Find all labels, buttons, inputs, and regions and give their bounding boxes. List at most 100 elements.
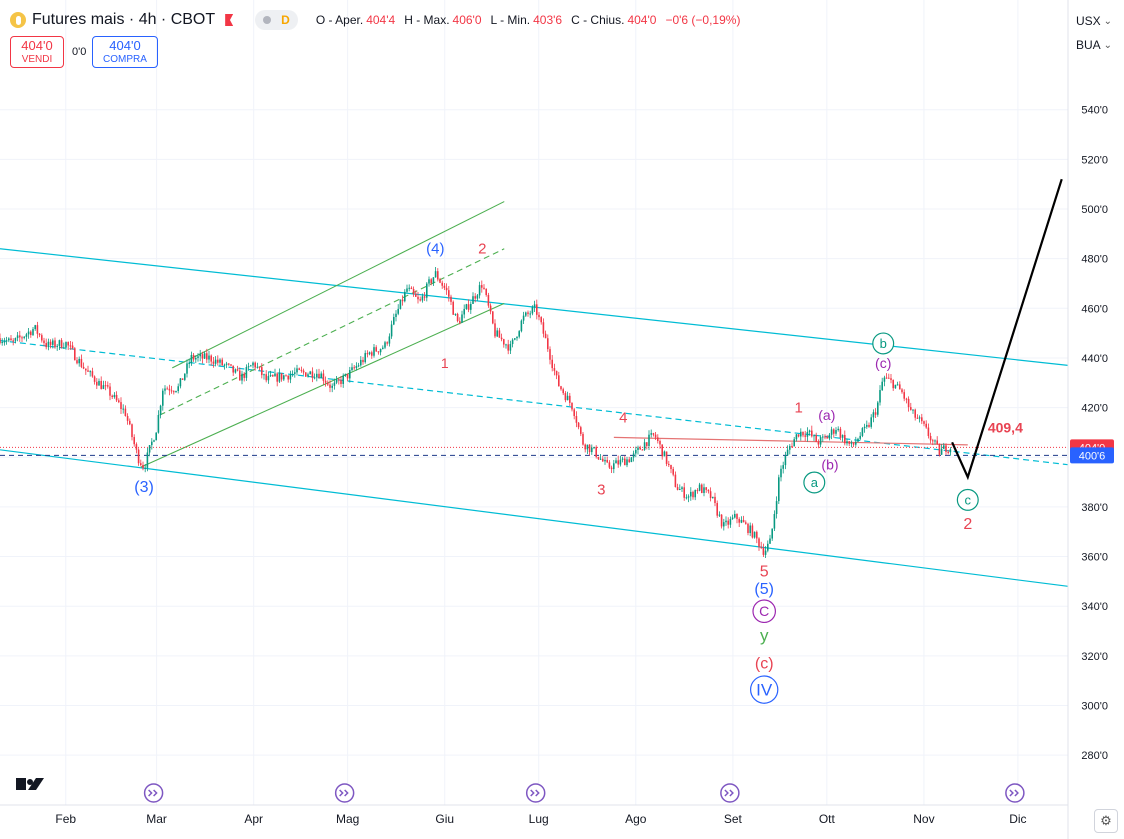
candle <box>943 442 945 450</box>
candle-body <box>122 408 124 410</box>
candle-body <box>437 271 439 280</box>
candle-body <box>157 414 160 433</box>
settings-gear-icon[interactable]: ⚙ <box>1094 809 1118 833</box>
candle-body <box>916 417 919 419</box>
sell-price: 404'0 <box>21 38 53 53</box>
candle-body <box>760 546 762 548</box>
candle-body <box>738 519 740 523</box>
chevron-down-icon: ⌄ <box>1103 39 1112 51</box>
candle-body <box>124 408 127 416</box>
y-tick-label: 480'0 <box>1081 254 1108 266</box>
open-label: O - Aper. <box>315 13 364 27</box>
candle-body <box>679 489 681 491</box>
candle <box>386 341 388 346</box>
candle-body <box>533 304 536 308</box>
candle <box>929 432 932 444</box>
candle <box>489 303 492 315</box>
candle <box>208 350 210 364</box>
candle-body <box>621 458 624 460</box>
candle-body <box>846 441 848 444</box>
candle-body <box>929 435 932 441</box>
candle <box>428 276 430 287</box>
wave-label: 1 <box>794 400 802 417</box>
symbol-title[interactable]: Futures mais · 4h · CBOT <box>32 11 216 28</box>
candle <box>811 425 813 438</box>
x-tick-label: Nov <box>913 812 934 826</box>
candle-body <box>487 294 490 306</box>
candle <box>448 286 450 302</box>
candle <box>151 438 153 450</box>
candle <box>850 440 853 448</box>
event-circle <box>334 783 355 803</box>
candle-body <box>859 435 861 439</box>
close-value: 404'0 <box>627 13 657 27</box>
candle <box>195 355 197 364</box>
candle <box>353 364 355 370</box>
event-circle <box>525 783 546 803</box>
event-marker-icon[interactable] <box>334 783 355 803</box>
currency-select[interactable]: USX ⌄ <box>1072 10 1116 32</box>
candle <box>764 546 767 558</box>
candle-body <box>896 384 899 386</box>
candle-body <box>278 373 281 382</box>
event-circle <box>720 783 740 803</box>
data-status-pill[interactable]: D <box>255 10 298 30</box>
wave-label: (3) <box>134 479 154 496</box>
candle <box>252 361 254 369</box>
candle <box>503 338 505 348</box>
candle <box>652 432 655 437</box>
sell-button[interactable]: 404'0 VENDI <box>10 36 64 68</box>
event-markers[interactable] <box>143 783 1025 803</box>
candle <box>487 292 490 308</box>
candle <box>703 483 705 497</box>
event-marker-icon[interactable] <box>525 783 546 803</box>
candle <box>146 447 149 472</box>
event-arrow <box>148 789 158 797</box>
event-marker-icon[interactable] <box>143 783 164 803</box>
candle <box>912 409 914 414</box>
time-axis[interactable]: Feb Mar Apr Mag Giu Lug Ago Set Ott Nov Dic <box>0 804 1068 826</box>
candle-body <box>467 304 470 310</box>
candle <box>881 377 883 392</box>
candle <box>335 375 338 385</box>
candle <box>470 301 472 314</box>
price-axis[interactable]: 540'0520'0500'0480'0460'0440'0420'0400'0… <box>1067 0 1114 839</box>
candle <box>597 456 600 460</box>
candle <box>177 383 179 394</box>
candle <box>199 349 201 362</box>
candle <box>254 361 256 371</box>
candle-body <box>734 513 736 518</box>
candle <box>382 345 384 350</box>
candle-body <box>866 424 868 427</box>
wave-label-text: y <box>760 626 769 645</box>
candle <box>30 330 32 338</box>
unit-select[interactable]: BUA ⌄ <box>1072 34 1116 56</box>
candle <box>910 402 912 411</box>
candle <box>505 343 507 349</box>
candle <box>665 451 668 467</box>
candle <box>118 398 120 404</box>
candle <box>236 365 239 372</box>
candle-body <box>639 447 641 450</box>
candle-body <box>619 459 622 465</box>
candle-body <box>868 424 870 427</box>
candle-body <box>542 322 545 334</box>
candle <box>747 522 749 536</box>
candle <box>421 293 424 303</box>
candle-body <box>107 385 109 387</box>
candle-body <box>388 336 391 344</box>
candle <box>60 338 63 349</box>
wave-label: (c) <box>755 655 774 672</box>
event-marker-icon[interactable] <box>1005 783 1025 803</box>
candle-body <box>613 463 615 470</box>
candle-body <box>102 385 105 389</box>
candle <box>318 368 320 379</box>
candle-body <box>56 345 58 347</box>
wave-label-text: (3) <box>134 479 154 496</box>
candle-body <box>564 393 567 401</box>
buy-button[interactable]: 404'0 COMPRA <box>92 36 158 68</box>
event-marker-icon[interactable] <box>720 783 740 803</box>
candle-body <box>476 295 479 299</box>
flag-icon[interactable] <box>227 14 234 26</box>
